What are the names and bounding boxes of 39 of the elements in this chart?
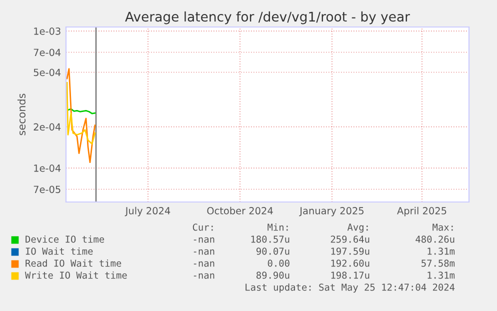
text: Avg: (347, 224, 368, 233)
y-tick-label: 1e-04 (34, 164, 61, 172)
text: Cur: (192, 224, 213, 231)
text: Last update: Sat May 25 12:47:04 2024 (246, 283, 455, 293)
y-axis-title: seconds (17, 94, 26, 136)
text: 192.60u (331, 260, 370, 267)
text: -nan (194, 249, 214, 255)
y-tick-label: 5e-04 (34, 68, 61, 76)
line-series (66, 68, 96, 164)
line-series (66, 82, 96, 145)
text: 197.59u (331, 248, 370, 255)
text: 90.07u (256, 248, 290, 255)
x-tick-label: April 2025 (397, 206, 446, 216)
legend-label: Read IO Wait time (26, 259, 122, 267)
x-tick-label: October 2024 (207, 206, 273, 214)
legend-label: IO Wait time (26, 247, 93, 255)
y-tick-label: 7e-05 (34, 186, 60, 194)
y-tick-label: 1e-03 (34, 28, 60, 35)
text: 57.58m (422, 260, 455, 267)
text: Max: (432, 224, 453, 231)
text: -nan (194, 273, 214, 279)
text: 0.00 (268, 260, 290, 267)
text: 198.17u (331, 272, 370, 279)
x-tick-label: January 2025 (299, 207, 364, 216)
text: 1.31m (428, 248, 455, 255)
text: 89.90u (256, 272, 290, 279)
text: -nan (194, 237, 214, 243)
y-tick-label: 2e-04 (34, 123, 61, 131)
text: -nan (194, 261, 214, 267)
chart-title: Average latency for /dev/vg1/root - by year (125, 11, 410, 24)
text: 1.31m (428, 272, 455, 279)
legend-label: Device IO time (26, 235, 104, 243)
legend-label: Write IO Wait time (25, 271, 127, 279)
x-tick-label: July 2024 (124, 206, 170, 216)
text: 180.57u (251, 236, 290, 243)
text: 259.64u (330, 236, 370, 243)
y-tick-label: 7e-04 (34, 48, 61, 56)
text: 480.26u (416, 236, 454, 243)
text: Min: (268, 223, 288, 231)
